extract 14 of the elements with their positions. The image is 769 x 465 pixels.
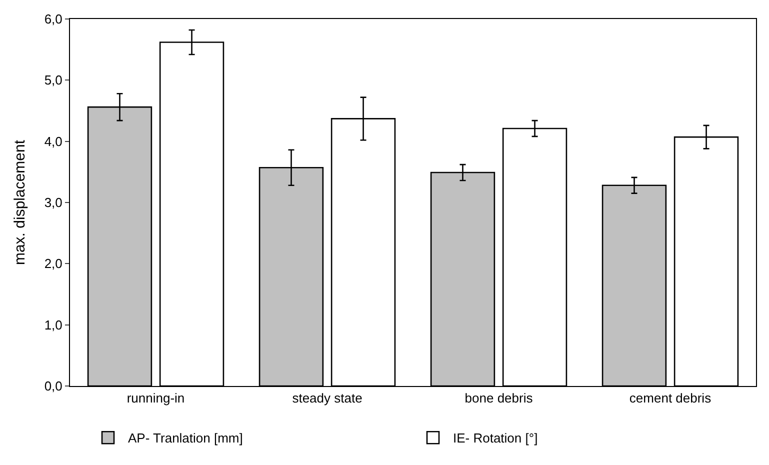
x-tick-label: steady state <box>292 390 362 406</box>
legend-label: AP- Tranlation [mm] <box>128 430 243 446</box>
x-tick-label: cement debris <box>629 390 712 406</box>
y-tick-label: 2,0 <box>44 256 62 272</box>
y-tick-label: 3,0 <box>44 195 62 210</box>
y-tick-label: 0,0 <box>44 378 62 394</box>
y-tick-label: 6,0 <box>44 12 62 27</box>
y-tick-label: 1,0 <box>44 317 62 332</box>
y-tick-label: 5,0 <box>44 72 62 88</box>
y-axis-title: max. displacement <box>12 139 29 266</box>
x-tick-label: bone debris <box>464 390 534 406</box>
legend-label: IE- Rotation [°] <box>453 430 538 446</box>
y-tick-label: 4,0 <box>44 134 62 149</box>
x-tick-label: running-in <box>126 390 185 406</box>
